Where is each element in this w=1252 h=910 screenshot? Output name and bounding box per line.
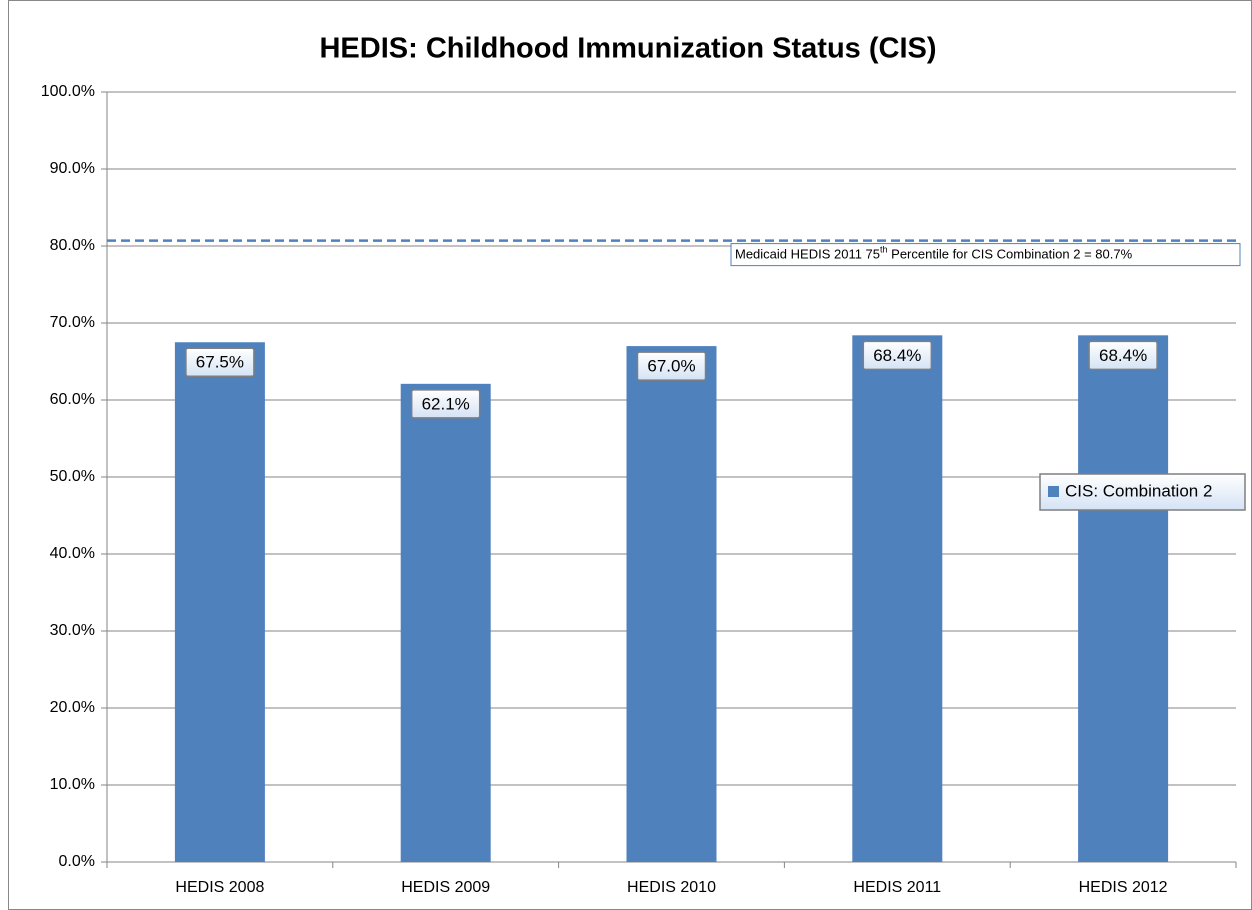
value-label-box (636, 351, 707, 381)
y-tick-label: 50.0% (50, 468, 95, 485)
annotation-part: Percentile for CIS Combination 2 = 80.7% (888, 247, 1133, 262)
value-label: 62.1% (422, 394, 470, 413)
bar (626, 346, 717, 863)
annotation: Medicaid HEDIS 2011 75th Percentile for … (735, 245, 1133, 262)
annotation-box (730, 243, 1241, 267)
y-tick-label: 100.0% (41, 83, 95, 100)
x-tick-label: HEDIS 2009 (401, 879, 490, 896)
y-tick-label: 80.0% (50, 237, 95, 254)
annotation-part: th (880, 245, 888, 255)
y-tick-label: 0.0% (59, 853, 95, 870)
x-tick-label: HEDIS 2012 (1079, 879, 1168, 896)
value-label: 67.0% (647, 357, 695, 376)
y-tick-label: 60.0% (50, 391, 95, 408)
value-label-box (862, 340, 933, 371)
value-label: 67.5% (196, 353, 244, 372)
y-tick-label: 90.0% (50, 160, 95, 177)
bar (400, 383, 491, 862)
annotation-part: Medicaid HEDIS 2011 75 (735, 247, 880, 262)
y-tick-label: 30.0% (50, 622, 95, 639)
bar (1078, 335, 1169, 862)
y-tick-label: 20.0% (50, 699, 95, 716)
legend-swatch (1048, 486, 1059, 497)
value-label: 68.4% (873, 346, 921, 365)
y-tick-label: 10.0% (50, 776, 95, 793)
bar (852, 335, 943, 862)
legend-label: CIS: Combination 2 (1065, 481, 1212, 500)
y-tick-label: 40.0% (50, 545, 95, 562)
bar (174, 342, 265, 862)
value-label-box (1088, 340, 1158, 371)
value-label-box (185, 347, 255, 377)
x-tick-label: HEDIS 2010 (627, 879, 716, 896)
chart-title: HEDIS: Childhood Immunization Status (CI… (319, 33, 936, 65)
x-tick-label: HEDIS 2011 (853, 879, 941, 896)
value-label: 68.4% (1099, 346, 1147, 365)
value-label-box (410, 389, 481, 419)
legend-box (1039, 473, 1246, 511)
y-tick-label: 70.0% (50, 314, 95, 331)
x-tick-label: HEDIS 2008 (175, 879, 264, 896)
